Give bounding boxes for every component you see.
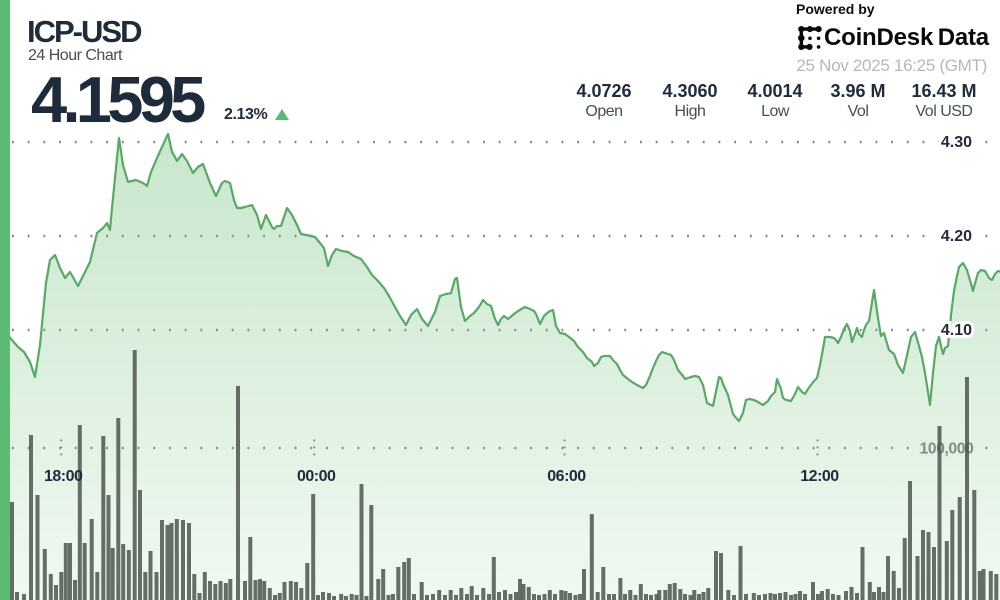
svg-text:06:00: 06:00: [547, 468, 586, 485]
svg-text:100,000: 100,000: [920, 441, 974, 458]
svg-text:4.30: 4.30: [941, 134, 972, 151]
svg-text:00:00: 00:00: [297, 468, 336, 485]
svg-text:12:00: 12:00: [800, 468, 839, 485]
svg-text:4.10: 4.10: [941, 322, 972, 339]
svg-text:4.20: 4.20: [941, 228, 972, 245]
svg-text:18:00: 18:00: [44, 468, 83, 485]
